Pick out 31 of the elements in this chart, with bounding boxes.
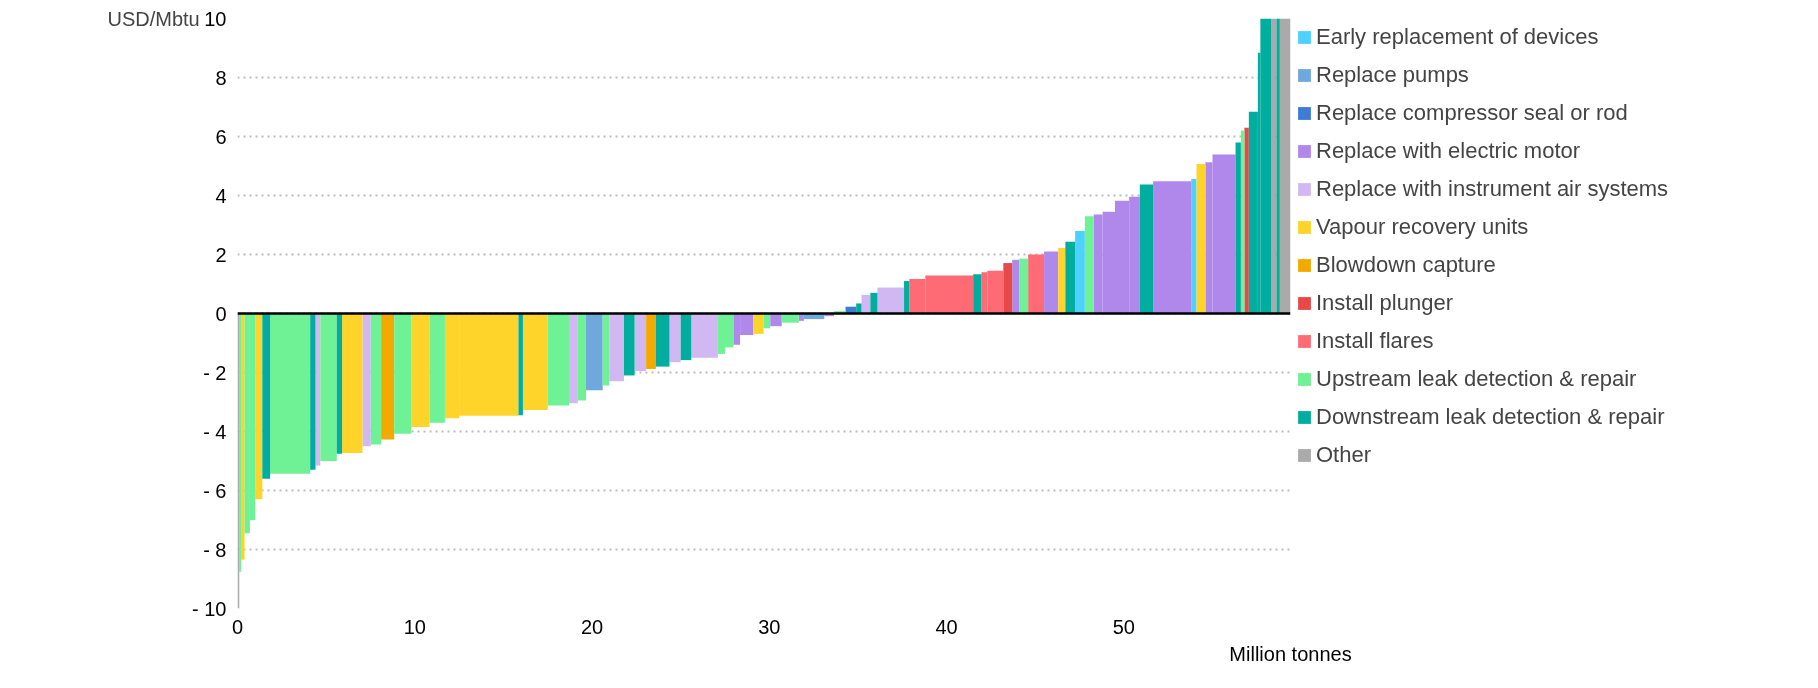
y-tick-label: 8 bbox=[215, 66, 227, 89]
legend-label: Replace with electric motor bbox=[1316, 138, 1581, 164]
y-tick-label: 4 bbox=[215, 184, 227, 207]
legend-label: Vapour recovery units bbox=[1316, 214, 1529, 240]
x-axis-title: Million tonnes bbox=[1229, 642, 1352, 665]
x-tick-label: 0 bbox=[231, 615, 244, 638]
legend-label: Other bbox=[1316, 442, 1372, 468]
x-tick-label: 40 bbox=[935, 615, 958, 638]
y-tick-label: 2 bbox=[215, 243, 227, 266]
y-tick-label: 10 bbox=[204, 7, 227, 30]
y-axis-title: USD/Mbtu bbox=[107, 7, 200, 30]
y-tick-label: - 6 bbox=[203, 479, 227, 502]
legend-label: Blowdown capture bbox=[1316, 252, 1496, 278]
y-tick-label: - 8 bbox=[203, 538, 227, 561]
x-tick-label: 30 bbox=[758, 615, 781, 638]
legend-label: Downstream leak detection & repair bbox=[1316, 404, 1665, 430]
y-tick-label: - 4 bbox=[203, 420, 227, 443]
y-tick-label: 0 bbox=[215, 302, 227, 325]
legend-label: Install flares bbox=[1316, 328, 1434, 354]
x-tick-label: 20 bbox=[580, 615, 604, 638]
x-tick-label: 50 bbox=[1112, 615, 1135, 638]
y-tick-label: - 2 bbox=[203, 361, 227, 384]
y-tick-label: 6 bbox=[215, 125, 227, 148]
x-tick-label: 10 bbox=[403, 615, 426, 638]
y-tick-label: - 10 bbox=[192, 597, 227, 620]
legend-label: Early replacement of devices bbox=[1316, 24, 1599, 50]
legend-label: Replace compressor seal or rod bbox=[1316, 100, 1628, 126]
legend-label: Install plunger bbox=[1316, 290, 1453, 316]
legend-label: Upstream leak detection & repair bbox=[1316, 366, 1637, 392]
legend-label: Replace with instrument air systems bbox=[1316, 176, 1669, 202]
legend-label: Replace pumps bbox=[1316, 62, 1469, 88]
